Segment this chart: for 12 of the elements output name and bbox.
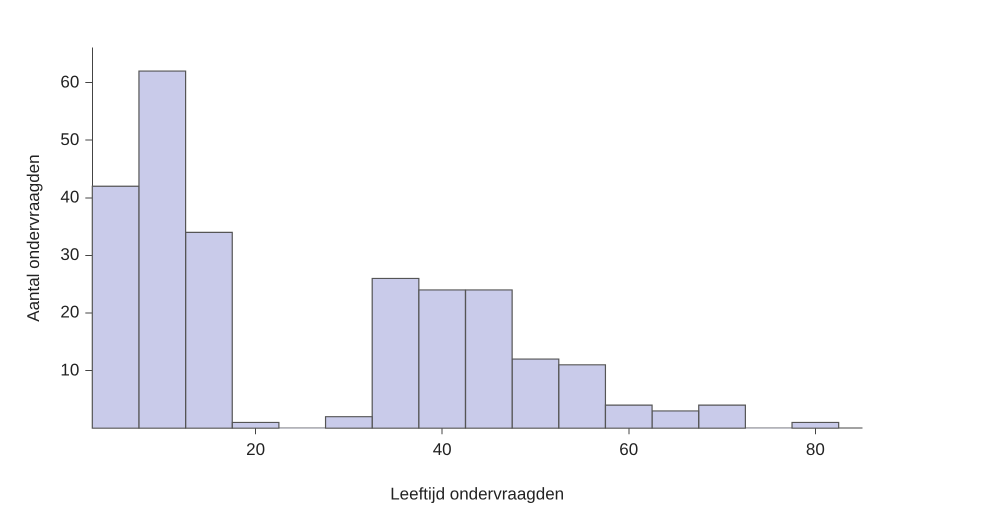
- y-tick-label: 50: [60, 130, 80, 149]
- y-tick-label: 60: [60, 72, 80, 92]
- x-tick-label: 20: [246, 440, 266, 460]
- y-tick-label: 10: [60, 360, 80, 380]
- x-tick-label: 60: [619, 440, 638, 460]
- y-tick-label: 20: [60, 302, 80, 322]
- y-tick-label: 40: [60, 187, 80, 206]
- y-tick-label: 30: [60, 245, 80, 264]
- x-tick-label: 40: [432, 440, 452, 460]
- x-axis-title: Leeftijd ondervraagden: [390, 484, 564, 504]
- x-tick-label: 80: [806, 440, 825, 460]
- y-axis-title: Aantal ondervraagden: [24, 154, 43, 322]
